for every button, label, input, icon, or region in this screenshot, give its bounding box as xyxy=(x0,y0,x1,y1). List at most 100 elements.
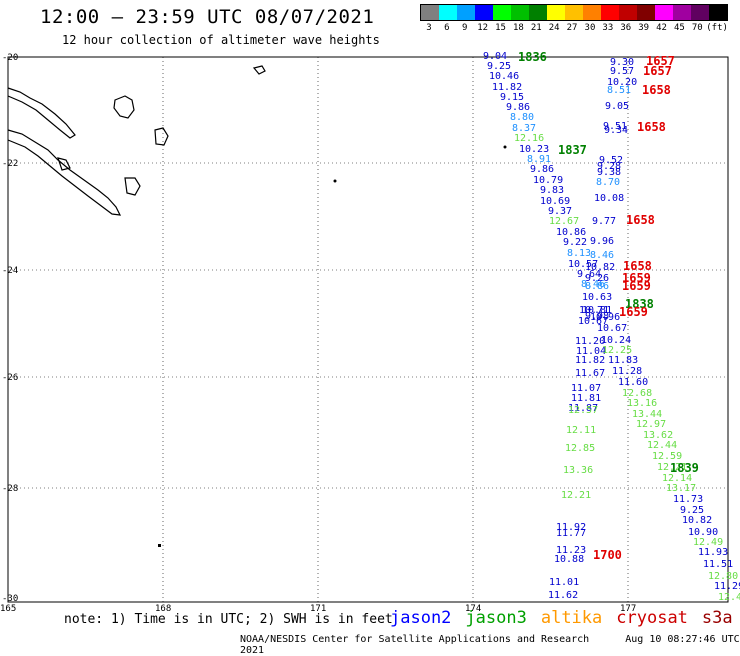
wave-height-value: 10.82 xyxy=(585,262,615,273)
wave-height-value: 10.57 xyxy=(568,259,598,270)
wave-height-value: 12.4 xyxy=(718,592,740,603)
satellite-cryosat: cryosat xyxy=(616,608,688,628)
scale-swatch xyxy=(439,5,457,20)
graticule xyxy=(8,57,728,602)
wave-height-value: 11.62 xyxy=(548,590,578,601)
note-text: note: 1) Time is in UTC; 2) SWH is in fe… xyxy=(64,612,393,627)
wave-height-value: 9.52 xyxy=(599,155,623,166)
scale-swatch xyxy=(619,5,637,20)
scale-label: 30 xyxy=(584,23,596,33)
satellite-legend: jason2 jason3 altika cryosat s3a xyxy=(390,608,740,628)
pass-time-value: 1658 xyxy=(642,83,671,97)
map-frame xyxy=(7,56,729,603)
wave-height-value: 13.62 xyxy=(643,430,673,441)
wave-height-value: 11.82 xyxy=(492,82,522,93)
pass-time-value: 1658 xyxy=(623,259,652,273)
scale-label: 45 xyxy=(673,23,685,33)
wave-height-value: 10.71 xyxy=(579,305,609,316)
wave-height-value: 9.64 xyxy=(577,269,601,280)
wave-height-value: 9.57 xyxy=(610,66,634,77)
wave-height-value: 12.57 xyxy=(568,405,598,416)
wave-height-value: 9.05 xyxy=(605,101,629,112)
pass-time-value: 1839 xyxy=(670,461,699,475)
scale-swatch xyxy=(673,5,691,20)
wave-height-value: 12.59 xyxy=(652,451,682,462)
pass-time-value: 1838 xyxy=(625,297,654,311)
pass-time-value: 1658 xyxy=(637,120,666,134)
wave-height-value: 10.24 xyxy=(601,335,631,346)
wave-height-value: 9.30 xyxy=(610,57,634,68)
wave-height-value: 9.98 xyxy=(585,311,609,322)
scale-label: 18 xyxy=(512,23,524,33)
wave-height-value: 10.88 xyxy=(554,554,584,565)
wave-height-value: 10.79 xyxy=(533,175,563,186)
wave-height-value: 9.96 xyxy=(590,236,614,247)
wave-height-value: 11.07 xyxy=(571,383,601,394)
wave-height-value: 10.81 xyxy=(582,305,612,316)
wave-height-value: 10.67 xyxy=(578,316,608,327)
pass-time-value: 1659 xyxy=(622,279,651,293)
wave-height-value: 12.85 xyxy=(565,443,595,454)
pass-time-value: 1836 xyxy=(518,50,547,64)
wave-height-value: 9.86 xyxy=(506,102,530,113)
scale-swatch xyxy=(709,5,727,20)
wave-height-value: 12.80 xyxy=(708,571,738,582)
wave-height-value: 12.14 xyxy=(662,473,692,484)
wave-height-value: 8.37 xyxy=(512,123,536,134)
color-scale-labels: 3 6 9 12 15 18 21 24 27 30 33 36 39 42 45 70 (ft) xyxy=(420,23,728,33)
wave-height-value: 11.92 xyxy=(556,522,586,533)
color-scale-bar xyxy=(420,4,728,21)
wave-height-value: 8.46 xyxy=(590,250,614,261)
wave-height-value: 12.67 xyxy=(549,216,579,227)
wave-height-value: 12.11 xyxy=(566,425,596,436)
wave-height-value: 12.97 xyxy=(636,419,666,430)
wave-height-value: 9.86 xyxy=(530,164,554,175)
wave-height-value: 8.13 xyxy=(567,248,591,259)
wave-height-value: 11.60 xyxy=(618,377,648,388)
wave-height-value: 11.28 xyxy=(612,366,642,377)
scale-label: 27 xyxy=(566,23,578,33)
wave-height-value: 11.51 xyxy=(703,559,733,570)
island-dot xyxy=(333,179,337,183)
wave-height-value: 11.82 xyxy=(575,355,605,366)
pass-time-value: 1657 xyxy=(646,54,675,68)
pass-time-value: 1659 xyxy=(622,271,651,285)
wave-height-value: 12.49 xyxy=(693,537,723,548)
satellite-jason3: jason3 xyxy=(465,608,527,628)
footer: NOAA/NESDIS Center for Satellite Applica… xyxy=(240,634,740,656)
wave-height-value: 12.68 xyxy=(622,388,652,399)
wave-height-value: 10.20 xyxy=(607,77,637,88)
satellite-s3a: s3a xyxy=(701,608,733,628)
lon-label: 168 xyxy=(155,604,171,614)
wave-height-value: 13.44 xyxy=(632,409,662,420)
scale-swatch xyxy=(493,5,511,20)
wave-height-value: 10.90 xyxy=(688,527,718,538)
pass-time-value: 1837 xyxy=(558,143,587,157)
wave-height-value: 9.15 xyxy=(500,92,524,103)
scale-label: 70 xyxy=(691,23,703,33)
scale-label: 3 xyxy=(426,23,432,33)
wave-height-value: 11.83 xyxy=(608,355,638,366)
wave-height-value: 9.22 xyxy=(563,237,587,248)
lat-label: -26 xyxy=(2,373,18,383)
scale-swatch xyxy=(637,5,655,20)
wave-height-value: 9.77 xyxy=(592,216,616,227)
map-title: 12:00 – 23:59 UTC 08/07/2021 xyxy=(40,6,375,28)
wave-height-value: 12.21 xyxy=(561,490,591,501)
footer-credit: NOAA/NESDIS Center for Satellite Applica… xyxy=(240,634,590,645)
wave-height-value: 11.67 xyxy=(575,368,605,379)
wave-height-value: 11.04 xyxy=(576,346,606,357)
scale-swatch xyxy=(565,5,583,20)
wave-height-value: 12.16 xyxy=(514,133,544,144)
wave-height-value: 8.46 xyxy=(581,279,605,290)
wave-height-value: 9.34 xyxy=(604,125,628,136)
scale-swatch xyxy=(421,5,439,20)
wave-height-value: 10.08 xyxy=(594,193,624,204)
wave-height-value: 9.83 xyxy=(540,185,564,196)
scale-label: 15 xyxy=(495,23,506,33)
wave-height-value: 10.67 xyxy=(597,323,627,334)
lon-label: 165 xyxy=(0,604,16,614)
wave-height-value: 10.82 xyxy=(682,515,712,526)
wave-height-value: 8.86 xyxy=(585,281,609,292)
